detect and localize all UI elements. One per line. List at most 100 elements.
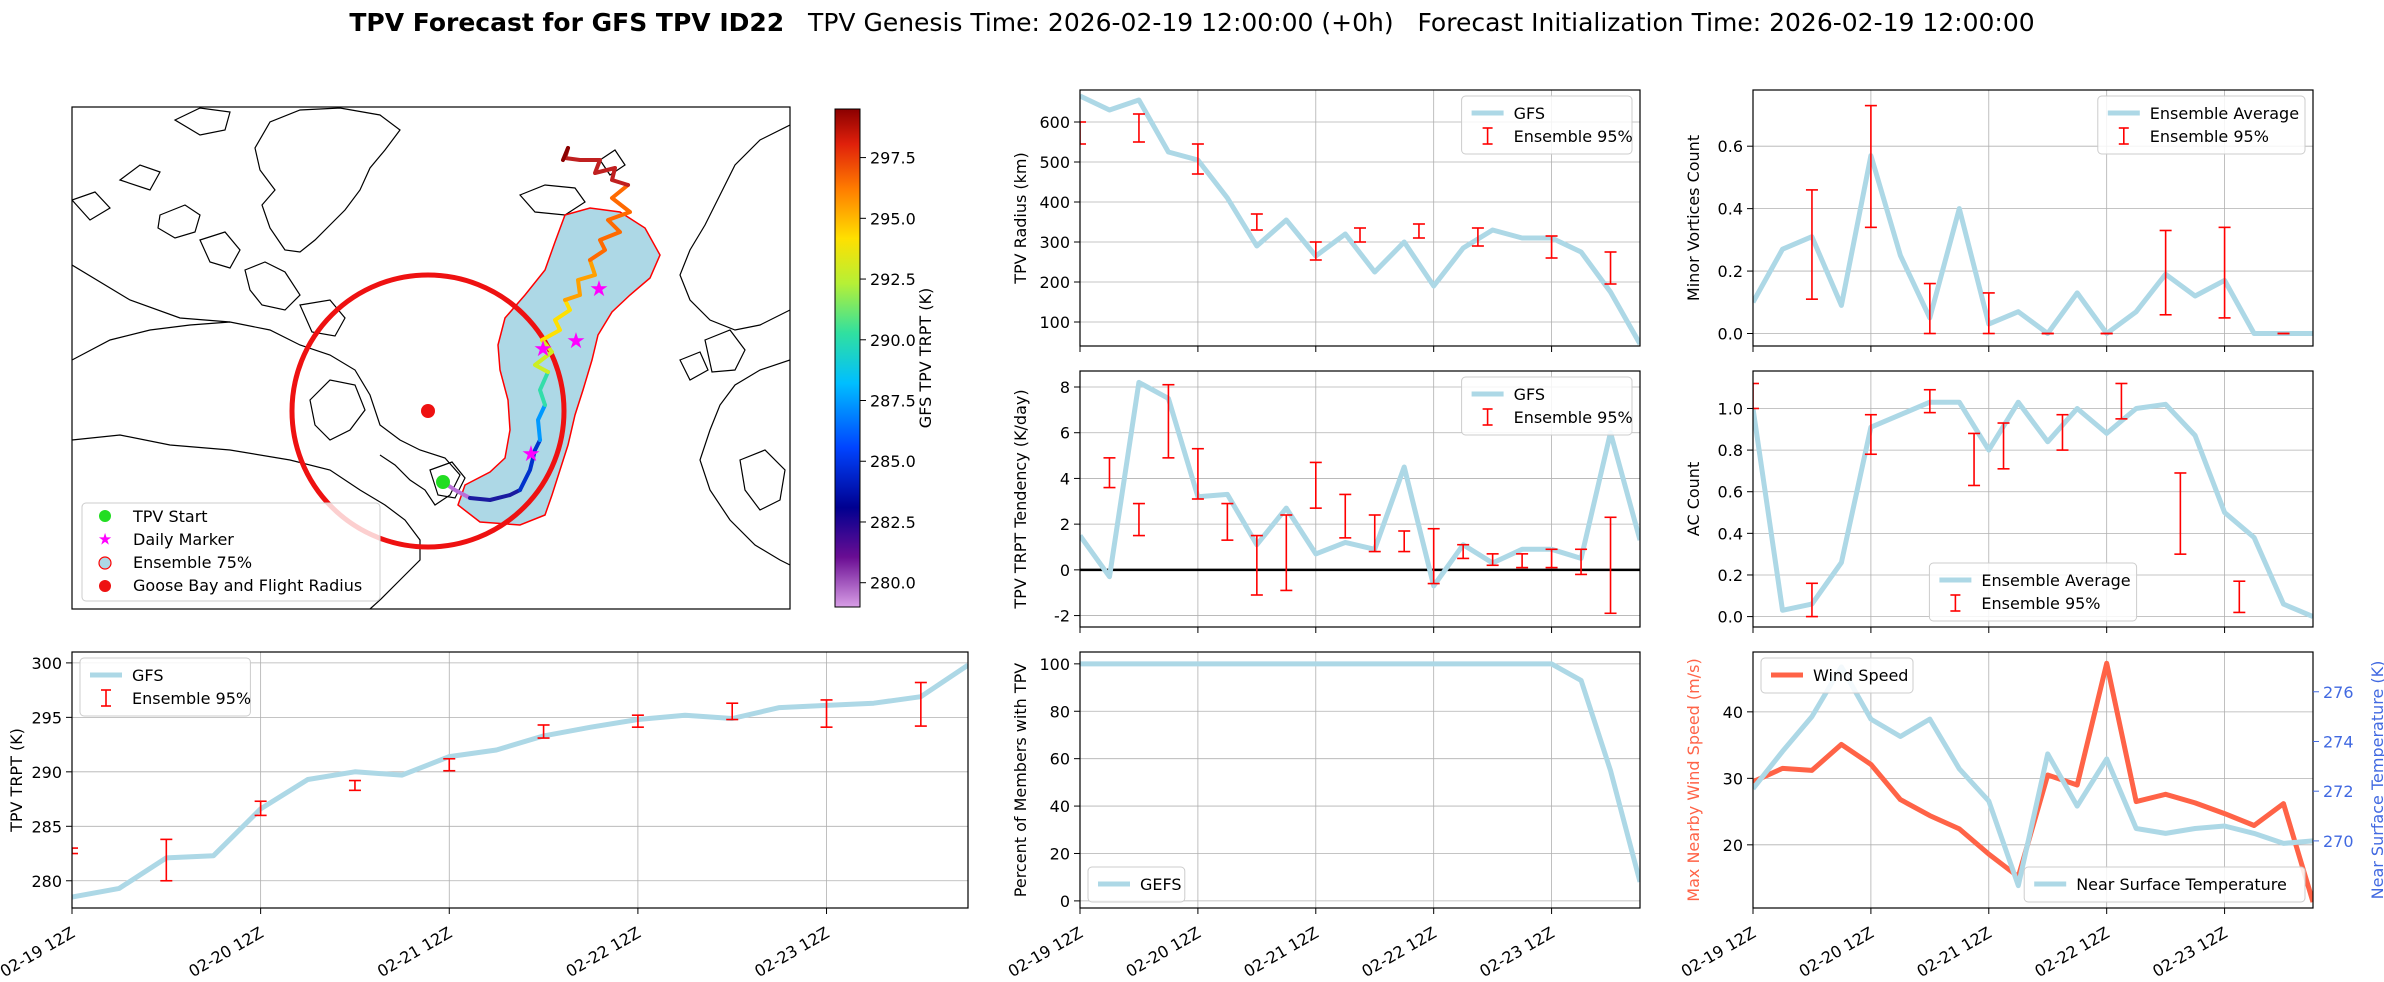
legend-label: Ensemble 95% <box>1981 594 2100 613</box>
island-coast <box>118 164 161 191</box>
chart-legend: GEFS <box>1087 866 1186 903</box>
greenland-coast <box>254 107 401 253</box>
legend-box <box>1928 562 2138 622</box>
y-axis-label: Minor Vortices Count <box>1684 135 1703 301</box>
legend-box <box>1760 657 1914 694</box>
errorbar <box>914 681 927 727</box>
plot-area <box>1080 661 1640 883</box>
errorbar <box>443 757 456 772</box>
y-tick-label: 0 <box>1060 561 1070 580</box>
y-axis-label: Max Nearby Wind Speed (m/s) <box>1684 658 1703 901</box>
y-tick-label: 40 <box>1723 703 1743 722</box>
y-right-tick-label: 274 <box>2323 732 2354 751</box>
y-tick-label: 6 <box>1060 424 1070 443</box>
y-axis-label: TPV TRPT (K) <box>7 728 26 833</box>
errorbar <box>2174 472 2187 555</box>
legend-box <box>81 502 381 602</box>
baffin-coast <box>244 261 301 311</box>
legend-box <box>2097 95 2306 155</box>
x-tick-label: 02-19 12Z <box>1678 923 1759 981</box>
legend-label: GFS <box>1514 104 1545 123</box>
errorbar <box>1997 422 2010 470</box>
y-tick-label: 290 <box>31 763 62 782</box>
errorbar <box>726 702 739 721</box>
errorbar <box>1864 413 1877 456</box>
series-line-gfs <box>1080 93 1640 346</box>
ellesmere-coast <box>173 107 231 136</box>
y-tick-label: 0.6 <box>1718 137 1743 156</box>
legend-box <box>1461 95 1633 155</box>
x-tick-label: 02-21 12Z <box>1240 923 1321 981</box>
y-tick-label: 0.4 <box>1718 200 1743 219</box>
legend-box <box>2023 866 2306 903</box>
y-tick-label: 0 <box>1060 892 1070 911</box>
errorbar <box>1309 241 1322 261</box>
x-tick-label: 02-23 12Z <box>1476 923 1557 981</box>
y-tick-label: 400 <box>1039 193 1070 212</box>
x-tick-label: 02-21 12Z <box>1913 923 1994 981</box>
x-tick-label: 02-19 12Z <box>0 923 78 981</box>
colorbar: 280.0 282.5 285.0 287.5 290.0 292.5 295.0 297.5… <box>834 108 935 608</box>
island-coast <box>299 299 346 337</box>
errorbar <box>1427 527 1440 585</box>
colorbar-tick-label: 287.5 <box>870 392 916 411</box>
errorbar <box>820 699 833 728</box>
daily-marker: ★ <box>533 337 553 362</box>
errorbar <box>2115 382 2128 420</box>
x-tick-label: 02-22 12Z <box>563 923 644 981</box>
x-tick-label: 02-23 12Z <box>2149 923 2230 981</box>
errorbar <box>2056 413 2069 451</box>
y-axis-label: AC Count <box>1684 462 1703 536</box>
colorbar-gradient <box>834 108 861 608</box>
axes-frame <box>1079 89 1641 347</box>
y-tick-label: 200 <box>1039 273 1070 292</box>
tpv-start-marker <box>436 475 450 489</box>
errorbar <box>1516 553 1529 569</box>
title-bold: TPV Forecast for GFS TPV ID22 <box>349 8 785 37</box>
goose-bay-radius <box>289 272 567 550</box>
errorbar <box>1191 143 1204 175</box>
errorbar <box>1805 189 1818 300</box>
y-axis-label: TPV Radius (km) <box>1011 152 1030 285</box>
y-tick-label: 285 <box>31 817 62 836</box>
legend-box <box>1087 866 1186 903</box>
plot-area <box>72 663 968 900</box>
y-tick-label: 0.0 <box>1718 325 1743 344</box>
map-legend: TPV Start ★ Daily Marker Ensemble 75% Go… <box>81 502 381 602</box>
errorbar <box>1354 227 1366 243</box>
island-coast <box>199 231 241 269</box>
y-tick-label: 8 <box>1060 378 1070 397</box>
errorbar <box>1457 543 1470 560</box>
series-line-ensemble-average <box>1753 153 2313 336</box>
plot-area <box>1753 660 2313 903</box>
x-tick-label: 02-20 12Z <box>1796 923 1877 981</box>
axes-frame <box>1752 89 2314 347</box>
legend-label: Wind Speed <box>1813 666 1908 685</box>
errorbar <box>1398 530 1411 553</box>
y-axis-label: Percent of Members with TPV <box>1011 663 1030 897</box>
errorbar <box>1280 514 1293 592</box>
errorbar <box>1545 548 1558 569</box>
y-tick-label: 20 <box>1723 836 1743 855</box>
errorbar <box>537 724 550 739</box>
y-tick-label: 0.0 <box>1718 608 1743 627</box>
errorbar <box>1575 548 1588 576</box>
chart-legend: GFS Ensemble 95% <box>1461 376 1633 436</box>
chart-legend: Wind Speed <box>1760 657 1914 694</box>
y-tick-label: -2 <box>1054 607 1070 626</box>
x-tick-label: 02-23 12Z <box>751 923 832 981</box>
errorbar <box>1221 502 1234 541</box>
title-genesis: TPV Genesis Time: 2026-02-19 12:00:00 (+… <box>808 8 1394 37</box>
legend-box <box>1461 376 1633 436</box>
y-tick-label: 100 <box>1039 313 1070 332</box>
errorbar <box>631 714 644 728</box>
y-tick-label: 0.2 <box>1718 566 1743 585</box>
y-tick-label: 0.4 <box>1718 524 1743 543</box>
figure-title: TPV Forecast for GFS TPV ID22 TPV Genesi… <box>0 8 2384 37</box>
legend-label: GFS <box>1514 385 1545 404</box>
island-coast <box>72 191 111 221</box>
x-tick-label: 02-20 12Z <box>1123 923 1204 981</box>
chart-trpt: 280 285 290 295 300 02-19 12Z 02-20 12Z 02-21 1… <box>0 651 969 981</box>
axes-frame <box>1079 370 1641 628</box>
legend-label: Ensemble 75% <box>133 553 252 572</box>
